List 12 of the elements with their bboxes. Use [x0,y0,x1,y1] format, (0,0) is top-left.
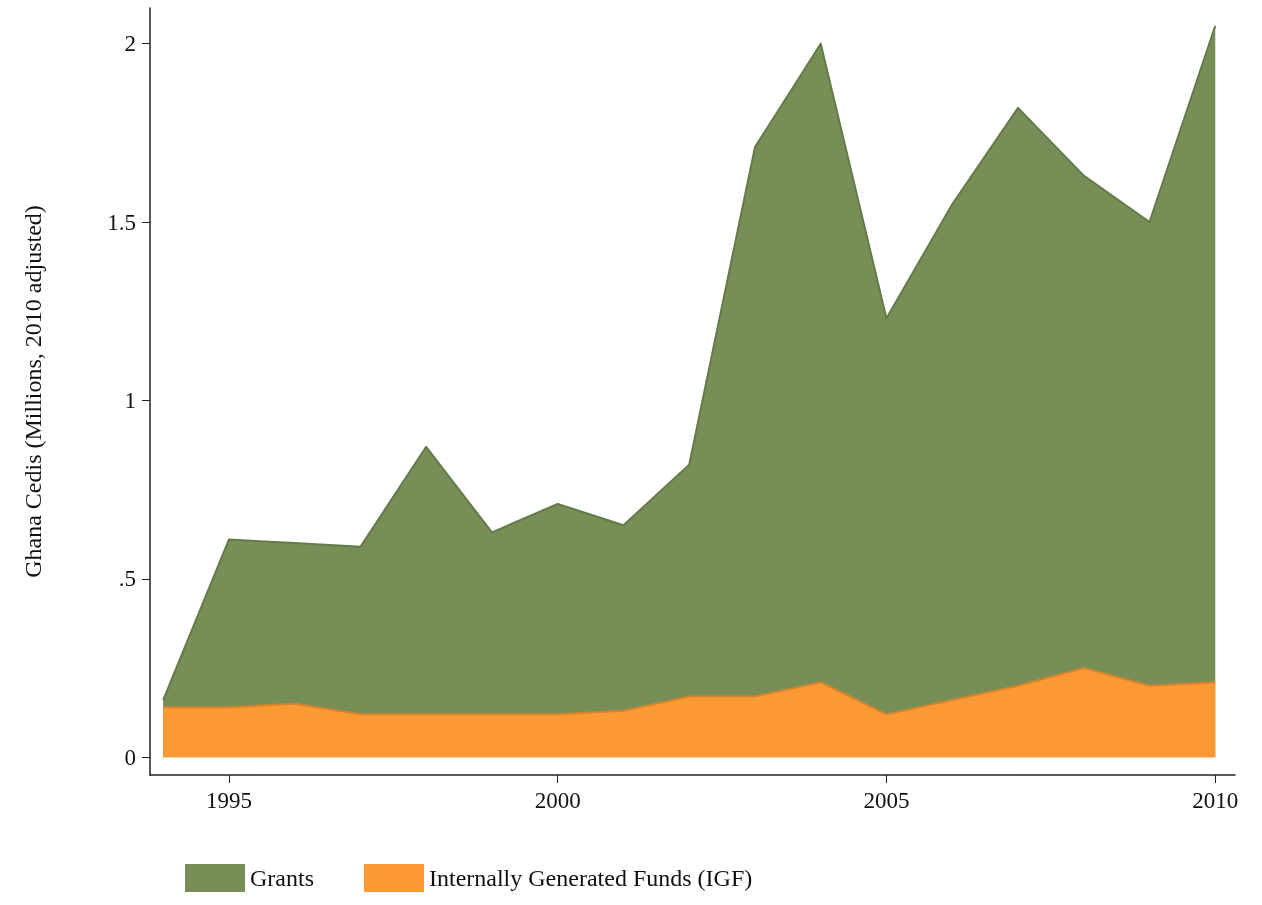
y-tick-label: 1 [124,387,136,413]
x-tick-label: 2005 [863,788,910,813]
x-tick-label: 2000 [534,788,581,813]
y-tick-label: 1.5 [107,209,136,235]
y-axis-title: Ghana Cedis (Millions, 2010 adjusted) [20,205,46,578]
y-tick-label: 0 [124,744,136,770]
legend-label: Grants [250,865,314,891]
x-tick-label: 2010 [1192,788,1239,813]
y-tick-label: .5 [118,566,136,592]
y-tick-label: 2 [124,31,136,57]
x-tick-label: 1995 [205,788,252,813]
legend-label: Internally Generated Funds (IGF) [428,865,753,891]
